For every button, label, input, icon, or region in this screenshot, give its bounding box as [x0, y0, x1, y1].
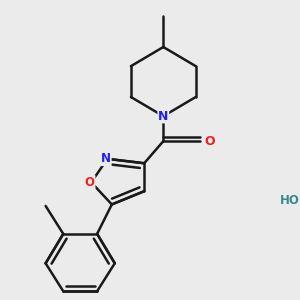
- Text: O: O: [85, 176, 95, 189]
- Text: HO: HO: [280, 194, 300, 206]
- Text: N: N: [158, 110, 169, 123]
- Text: N: N: [101, 152, 111, 165]
- Text: O: O: [204, 135, 215, 148]
